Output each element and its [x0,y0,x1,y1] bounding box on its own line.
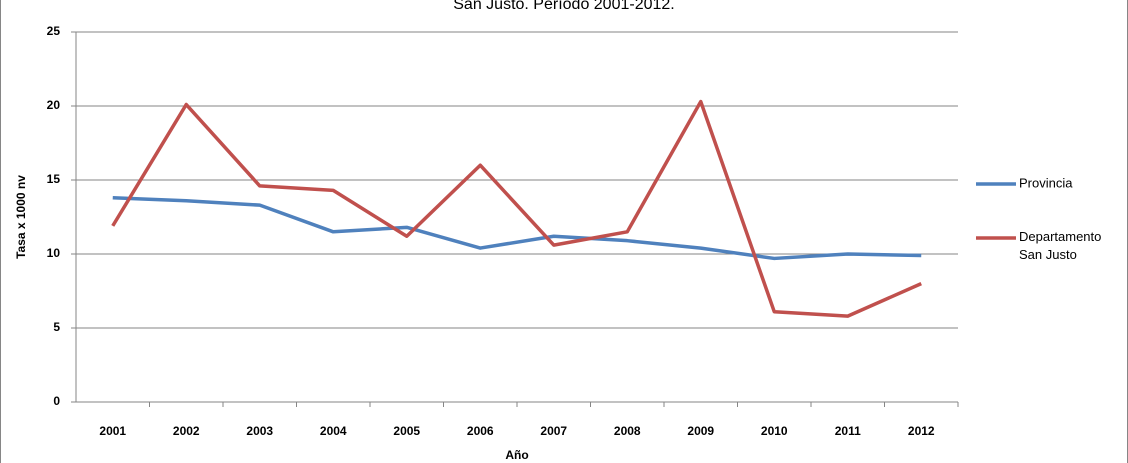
x-tick-label: 2005 [393,424,420,438]
y-tick-label: 10 [47,246,61,260]
chart-title: San Justo. Período 2001-2012. [453,0,675,13]
x-tick-label: 2001 [99,424,126,438]
series-line [111,99,922,318]
x-tick-label: 2006 [467,424,494,438]
x-tick-label: 2008 [614,424,641,438]
x-tick-label: 2010 [761,424,788,438]
x-tick-label: 2007 [540,424,567,438]
x-tick-label: 2011 [835,424,861,438]
y-axis-label: Tasa x 1000 nv [14,175,28,259]
legend-label: Departamento San Justo [1019,229,1101,262]
x-tick-label: 2012 [908,424,935,438]
legend-line: San Justo [1019,247,1077,262]
x-axis-label: Año [505,448,528,462]
y-tick-label: 15 [47,172,61,186]
y-tick-label: 20 [47,98,61,112]
y-tick-label: 25 [47,24,61,38]
series-line [112,196,922,261]
legend-label: Provincia [1019,175,1073,190]
legend-line: Departamento [1019,229,1101,244]
x-tick-label: 2004 [320,424,347,438]
x-tick-label: 2003 [246,424,273,438]
x-tick-label: 2009 [687,424,714,438]
x-tick-label: 2002 [173,424,200,438]
y-tick-label: 5 [53,320,60,334]
y-tick-label: 0 [53,394,60,408]
